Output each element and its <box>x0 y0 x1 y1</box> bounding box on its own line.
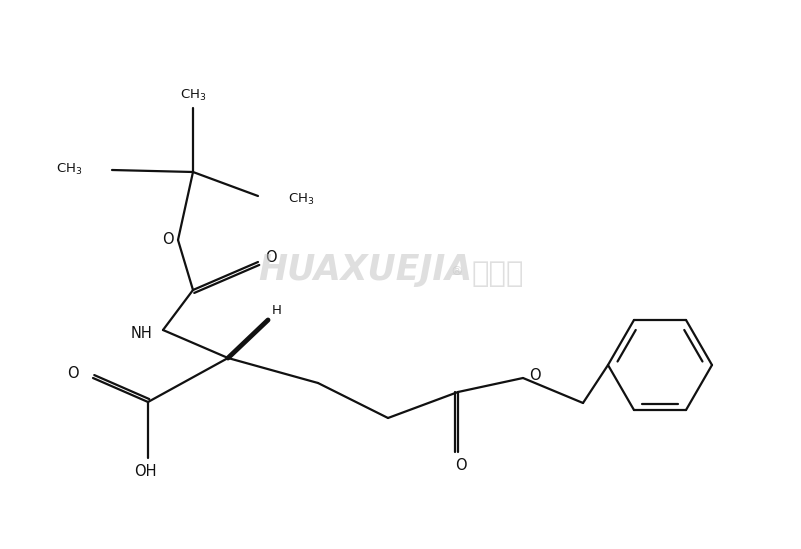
Text: OH: OH <box>134 464 156 479</box>
Text: H: H <box>272 305 282 317</box>
Text: O: O <box>67 366 79 380</box>
Text: CH$_3$: CH$_3$ <box>179 87 206 103</box>
Text: O: O <box>162 232 174 248</box>
Text: O: O <box>529 367 541 383</box>
Text: CH$_3$: CH$_3$ <box>55 161 82 177</box>
Text: ®: ® <box>449 266 462 278</box>
Text: O: O <box>455 458 467 473</box>
Text: HUAXUEJIA: HUAXUEJIA <box>258 253 472 287</box>
Text: NH: NH <box>130 326 152 340</box>
Text: CH$_3$: CH$_3$ <box>288 192 315 206</box>
Text: O: O <box>265 249 277 265</box>
Text: 化学加: 化学加 <box>472 260 524 288</box>
